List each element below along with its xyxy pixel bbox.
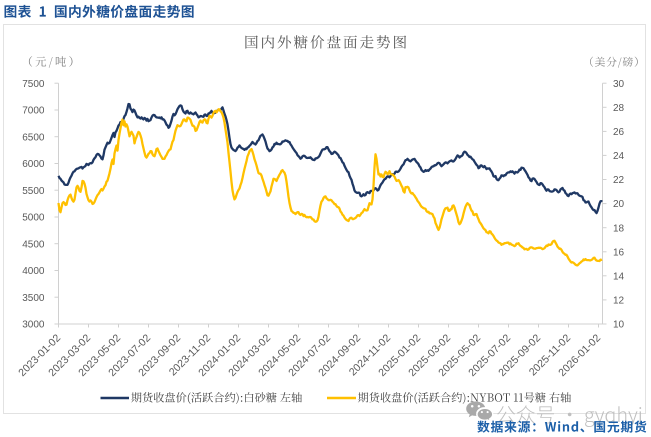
svg-text:5500: 5500: [22, 186, 45, 197]
svg-text:6000: 6000: [22, 159, 45, 170]
svg-text:6500: 6500: [22, 132, 45, 143]
svg-text:22: 22: [613, 175, 625, 186]
svg-text:3000: 3000: [22, 320, 45, 331]
svg-text:28: 28: [613, 103, 625, 114]
svg-text:10: 10: [613, 320, 625, 331]
svg-text:14: 14: [613, 271, 625, 282]
svg-text:30: 30: [613, 79, 625, 90]
svg-text:26: 26: [613, 127, 625, 138]
svg-text:7500: 7500: [22, 79, 45, 90]
svg-text:3500: 3500: [22, 293, 45, 304]
svg-text:18: 18: [613, 223, 625, 234]
svg-text:24: 24: [613, 151, 625, 162]
svg-text:7000: 7000: [22, 106, 45, 117]
svg-text:4000: 4000: [22, 266, 45, 277]
svg-text:5000: 5000: [22, 213, 45, 224]
svg-text:12: 12: [613, 296, 625, 307]
svg-text:20: 20: [613, 199, 625, 210]
svg-text:4500: 4500: [22, 239, 45, 250]
svg-text:16: 16: [613, 247, 625, 258]
